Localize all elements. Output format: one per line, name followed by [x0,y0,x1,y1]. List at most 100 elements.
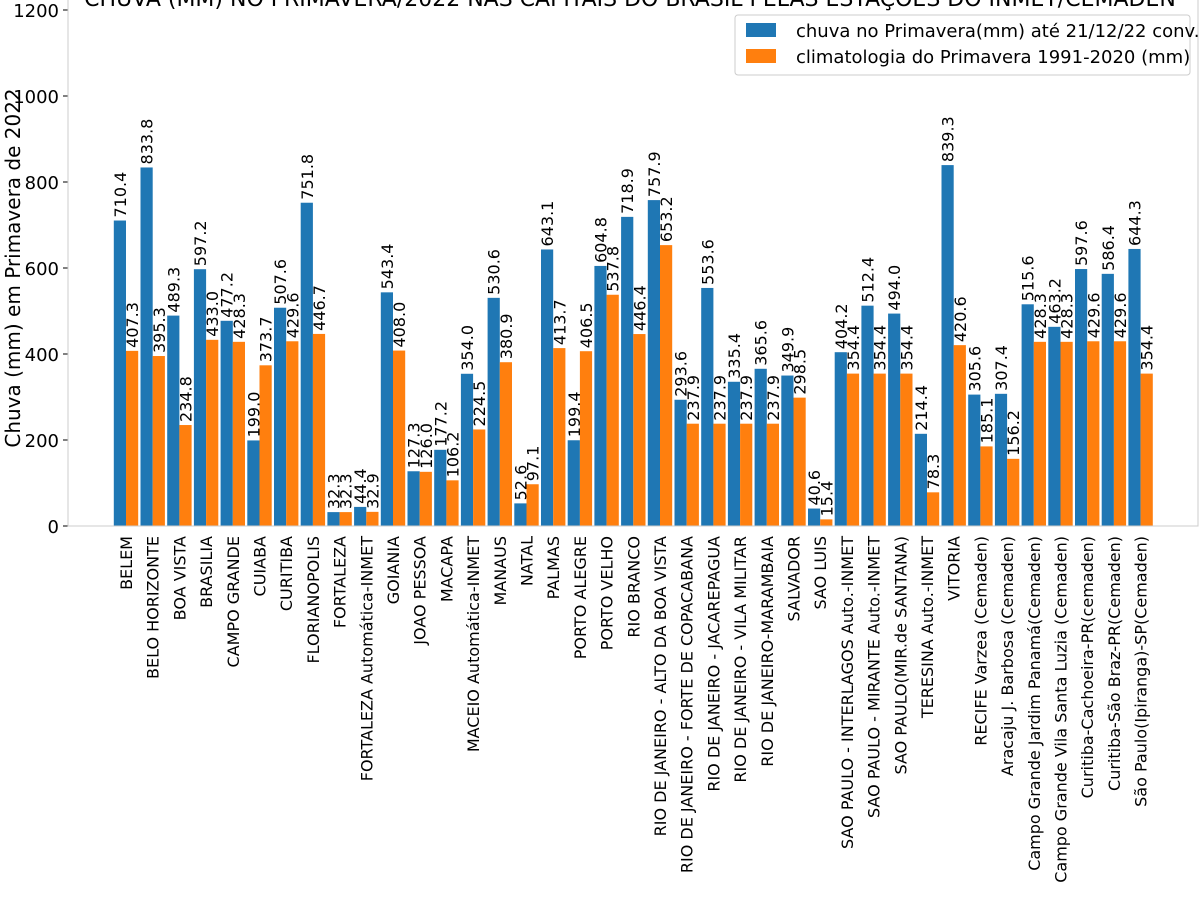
bar [473,429,486,526]
bar [713,423,726,526]
bar [206,339,219,526]
value-label: 433.0 [203,291,222,337]
value-label: 710.4 [111,172,130,218]
bar [339,512,352,526]
bar [312,333,326,526]
bar [1087,341,1100,526]
bar [380,292,393,526]
value-label: 234.8 [177,376,196,422]
x-tick-label: FORTALEZA [331,536,350,628]
value-label: 199.4 [565,391,584,437]
bar [834,352,847,526]
bar [286,341,299,526]
bar [873,373,886,526]
bar [1021,304,1034,526]
value-label: 185.1 [978,398,997,444]
bar [1140,373,1153,526]
bar [327,512,340,526]
x-tick-label: CURITIBA [277,536,296,611]
x-tick-label: Campo Grande Jardim Panamá(Cemaden) [1025,536,1044,871]
value-label: 354.0 [458,325,477,371]
x-tick-label: Aracaju J. Barbosa (Cemaden) [998,536,1017,776]
bar [647,200,660,526]
value-label: 597.6 [1072,220,1091,266]
x-tick-label: FLORIANOPOLIS [304,536,323,664]
value-label: 199.0 [244,392,263,438]
x-tick-label: CAMPO GRANDE [224,536,243,667]
x-tick-label: BELEM [117,536,136,590]
bar [126,350,139,526]
value-label: 293.6 [672,351,691,397]
bar [727,381,741,526]
value-label: 15.4 [817,481,836,517]
x-tick-label: MACAPA [437,536,456,602]
value-label: 604.8 [592,217,611,263]
value-label: 32.3 [337,473,356,509]
x-tick-label: RIO DE JANEIRO-MARAMBAIA [758,536,777,767]
value-label: 420.6 [951,296,970,342]
bar [393,350,406,526]
value-label: 156.2 [1004,410,1023,456]
bar [793,397,806,526]
value-label: 354.4 [897,325,916,371]
bar [927,492,940,526]
bar [740,423,753,526]
value-label: 237.9 [711,375,730,421]
bar [980,446,993,526]
bar [514,503,527,526]
bar [259,365,272,526]
bar [594,265,607,526]
bar [953,345,966,526]
bar [1033,341,1046,526]
bar [152,356,165,526]
value-label: 298.5 [791,349,810,395]
value-label: 408.0 [390,302,409,348]
value-label: 507.6 [271,259,290,305]
x-tick-label: SAO PAULO(MIR.de SANTANA) [891,536,910,775]
bar [446,480,459,526]
bar [968,394,981,526]
bar [140,167,153,526]
bar [781,375,794,526]
bar [113,220,126,526]
value-label: 52.6 [511,465,530,501]
value-label: 413.7 [550,299,569,345]
bar [193,269,207,526]
y-tick-label: 200 [25,431,59,452]
y-tick-label: 1000 [13,87,59,108]
value-label: 373.7 [257,316,276,362]
value-label: 177.2 [431,401,450,447]
x-tick-label: RIO DE JANEIRO - VILA MILITAR [731,536,750,783]
value-label: 40.6 [805,470,824,506]
x-tick-label: VITORIA [945,536,964,601]
bar [888,313,901,526]
value-label: 718.9 [618,168,637,214]
x-tick-label: PALMAS [544,536,563,599]
bar [606,294,619,526]
value-label: 395.3 [150,307,169,353]
x-tick-label: SAO PAULO - INTERLAGOS Auto.-INMET [838,536,857,849]
value-label: 428.3 [230,293,249,339]
x-tick-label: Campo Grande Vila Santa Luzia (Cemaden) [1052,536,1071,883]
value-label: 446.7 [310,285,329,331]
bar [686,423,699,526]
x-tick-label: FORTALEZA Automática-INMET [357,536,376,781]
value-label: 335.4 [725,333,744,379]
bar [701,287,714,526]
bar [460,373,474,526]
y-tick-label: 1200 [13,1,59,22]
x-tick-label: MANAUS [491,536,510,606]
bar [579,351,593,526]
x-tick-label: RIO DE JANEIRO - FORTE DE COPACABANA [678,536,697,873]
x-tick-label: SALVADOR [785,536,804,621]
y-tick-label: 800 [25,173,59,194]
bar [994,393,1008,526]
bar [900,373,913,526]
y-tick-label: 400 [25,345,59,366]
value-label: 354.4 [871,325,890,371]
legend-label: chuva no Primavera(mm) até 21/12/22 conv… [796,21,1200,42]
x-tick-label: SAO LUIS [811,536,830,610]
value-label: 543.4 [378,244,397,290]
x-tick-label: RIO BRANCO [624,536,643,638]
x-tick-label: MACEIO Automática-INMET [464,536,483,752]
